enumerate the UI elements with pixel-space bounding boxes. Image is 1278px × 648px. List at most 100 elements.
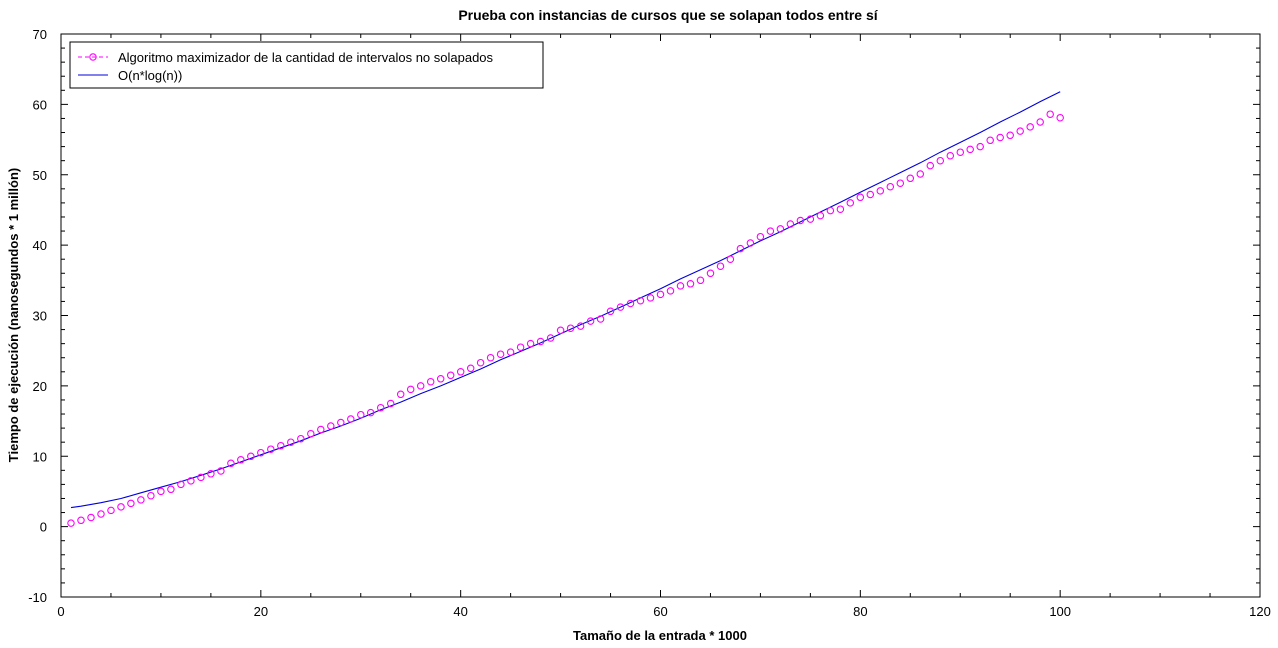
data-point-marker xyxy=(516,343,525,351)
data-point-marker xyxy=(806,215,815,223)
data-point-marker xyxy=(197,473,205,482)
y-tick-label: 10 xyxy=(33,449,47,464)
data-point-marker xyxy=(227,459,235,468)
data-point-marker xyxy=(396,390,405,399)
data-point-marker xyxy=(726,255,735,263)
data-point-marker xyxy=(916,170,925,178)
legend-label-measured: Algoritmo maximizador de la cantidad de … xyxy=(118,50,494,65)
data-point-marker xyxy=(666,287,675,295)
legend-label-model: O(n*log(n)) xyxy=(118,68,182,83)
data-point-marker xyxy=(406,385,415,394)
data-point-marker xyxy=(327,422,335,430)
data-point-marker xyxy=(207,470,215,478)
legend-box xyxy=(69,41,544,89)
data-point-marker xyxy=(307,429,315,438)
data-point-marker xyxy=(366,408,375,417)
data-point-marker xyxy=(996,133,1004,142)
data-point-marker xyxy=(1026,123,1034,131)
data-point-marker xyxy=(107,506,115,515)
legend: Algoritmo maximizador de la cantidad de … xyxy=(69,41,544,89)
data-point-marker xyxy=(586,317,595,325)
data-point-marker xyxy=(826,206,835,215)
data-point-marker xyxy=(676,282,685,290)
y-tick-label: 20 xyxy=(33,379,47,394)
data-point-marker xyxy=(117,503,125,511)
data-point-marker xyxy=(416,382,425,390)
x-tick-label: 60 xyxy=(653,604,667,619)
x-tick-label: 40 xyxy=(453,604,467,619)
data-point-marker xyxy=(846,199,855,207)
data-point-marker xyxy=(546,334,555,342)
y-tick-label: 0 xyxy=(40,520,47,535)
data-point-marker xyxy=(696,276,705,285)
series-line-model xyxy=(70,91,1061,509)
data-point-marker xyxy=(716,262,725,270)
x-tick-label: 20 xyxy=(254,604,268,619)
legend-swatch-measured-marker xyxy=(89,53,97,61)
series-layer xyxy=(67,91,1064,527)
data-point-marker xyxy=(506,348,515,356)
data-point-marker xyxy=(936,156,945,165)
data-point-marker xyxy=(337,418,345,427)
data-point-marker xyxy=(646,294,655,302)
data-point-marker xyxy=(816,211,825,220)
data-point-marker xyxy=(1056,113,1064,122)
x-tick-label: 80 xyxy=(853,604,867,619)
data-point-marker xyxy=(436,375,445,383)
data-point-marker xyxy=(257,448,265,457)
data-point-marker xyxy=(127,499,135,508)
data-point-marker xyxy=(97,510,105,518)
data-point-marker xyxy=(1016,127,1024,135)
data-point-marker xyxy=(1006,131,1014,140)
data-point-marker xyxy=(357,410,365,419)
data-point-marker xyxy=(556,326,565,335)
data-point-marker xyxy=(317,425,325,434)
data-point-marker xyxy=(706,269,715,278)
data-point-marker xyxy=(886,182,895,191)
data-point-marker xyxy=(566,324,575,332)
data-point-marker xyxy=(966,145,974,154)
data-point-marker xyxy=(446,371,455,380)
data-point-marker xyxy=(267,445,275,453)
data-point-marker xyxy=(287,438,295,446)
data-point-marker xyxy=(137,496,145,504)
data-point-marker xyxy=(656,290,665,299)
data-point-marker xyxy=(926,161,935,170)
data-point-marker xyxy=(636,296,645,305)
data-point-marker xyxy=(476,358,485,367)
x-tick-label: 120 xyxy=(1249,604,1271,619)
data-point-marker xyxy=(526,339,535,348)
data-point-marker xyxy=(177,480,185,489)
data-point-marker xyxy=(976,142,984,151)
data-point-marker xyxy=(1046,110,1054,118)
x-axis-label: Tamaño de la entrada * 1000 xyxy=(573,628,747,643)
data-point-marker xyxy=(1036,118,1044,126)
data-point-marker xyxy=(906,174,915,183)
plot-frame xyxy=(60,33,1261,598)
data-point-marker xyxy=(77,516,85,525)
data-point-marker xyxy=(376,403,385,412)
data-point-marker xyxy=(626,299,635,308)
data-point-marker xyxy=(876,187,885,195)
data-point-marker xyxy=(147,491,155,500)
data-point-marker xyxy=(986,136,994,145)
data-point-marker xyxy=(297,434,305,443)
chart-title: Prueba con instancias de cursos que se s… xyxy=(458,7,878,23)
data-point-marker xyxy=(786,220,795,228)
data-point-marker xyxy=(536,337,545,346)
data-point-marker xyxy=(157,487,165,496)
data-point-marker xyxy=(386,399,395,408)
data-point-marker xyxy=(616,303,625,311)
data-point-marker xyxy=(606,307,615,316)
data-point-marker xyxy=(596,315,605,323)
data-point-marker xyxy=(856,193,865,202)
y-tick-label: 70 xyxy=(33,27,47,42)
data-point-marker xyxy=(67,519,75,527)
data-point-marker xyxy=(746,239,755,247)
data-point-marker xyxy=(247,452,255,461)
y-tick-label: 40 xyxy=(33,238,47,253)
data-point-marker xyxy=(496,350,505,358)
data-point-marker xyxy=(836,205,845,213)
